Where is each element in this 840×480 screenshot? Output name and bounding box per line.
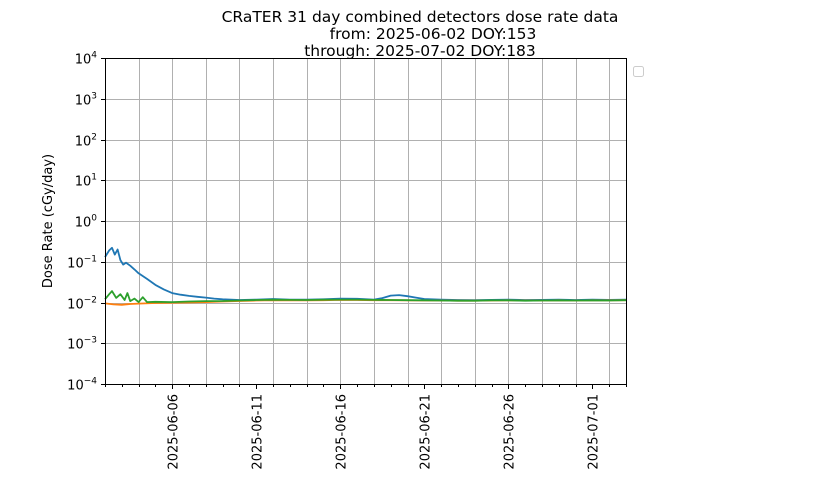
- legend-box: [633, 66, 644, 77]
- chart-title-line-3: through: 2025-07-02 DOY:183: [304, 42, 536, 60]
- chart-title-line-1: CRaTER 31 day combined detectors dose ra…: [222, 8, 619, 26]
- series-line: [104, 290, 627, 303]
- x-tick-label: 2025-07-01: [587, 394, 602, 470]
- axis-layer: 10−4 10−3 10−2 10−1 100 101 102 103 104 2025-06-0…: [67, 51, 627, 470]
- x-tick-label: 2025-06-21: [419, 394, 434, 470]
- x-tick-label: 2025-06-26: [503, 394, 518, 470]
- series-layer: [104, 246, 627, 306]
- y-tick-label: 103: [75, 92, 97, 109]
- y-tick-label: 101: [75, 173, 97, 190]
- x-tick-label: 2025-06-11: [251, 394, 266, 470]
- y-tick-label: 100: [75, 214, 98, 231]
- y-tick-label: 104: [75, 51, 98, 68]
- plot-frame: [105, 58, 627, 385]
- y-tick-label: 10−1: [67, 255, 97, 272]
- x-tick-label: 2025-06-16: [335, 394, 350, 470]
- y-tick-label: 10−4: [67, 377, 97, 394]
- y-tick-label: 102: [75, 133, 97, 150]
- series-line: [104, 246, 627, 302]
- x-tick-label: 2025-06-06: [167, 394, 182, 470]
- y-tick-label: 10−3: [67, 336, 97, 353]
- chart-title-line-2: from: 2025-06-02 DOY:153: [330, 25, 537, 43]
- grid-layer: [105, 58, 626, 385]
- y-axis-label: Dose Rate (cGy/day): [41, 154, 56, 288]
- y-tick-label: 10−2: [67, 296, 97, 313]
